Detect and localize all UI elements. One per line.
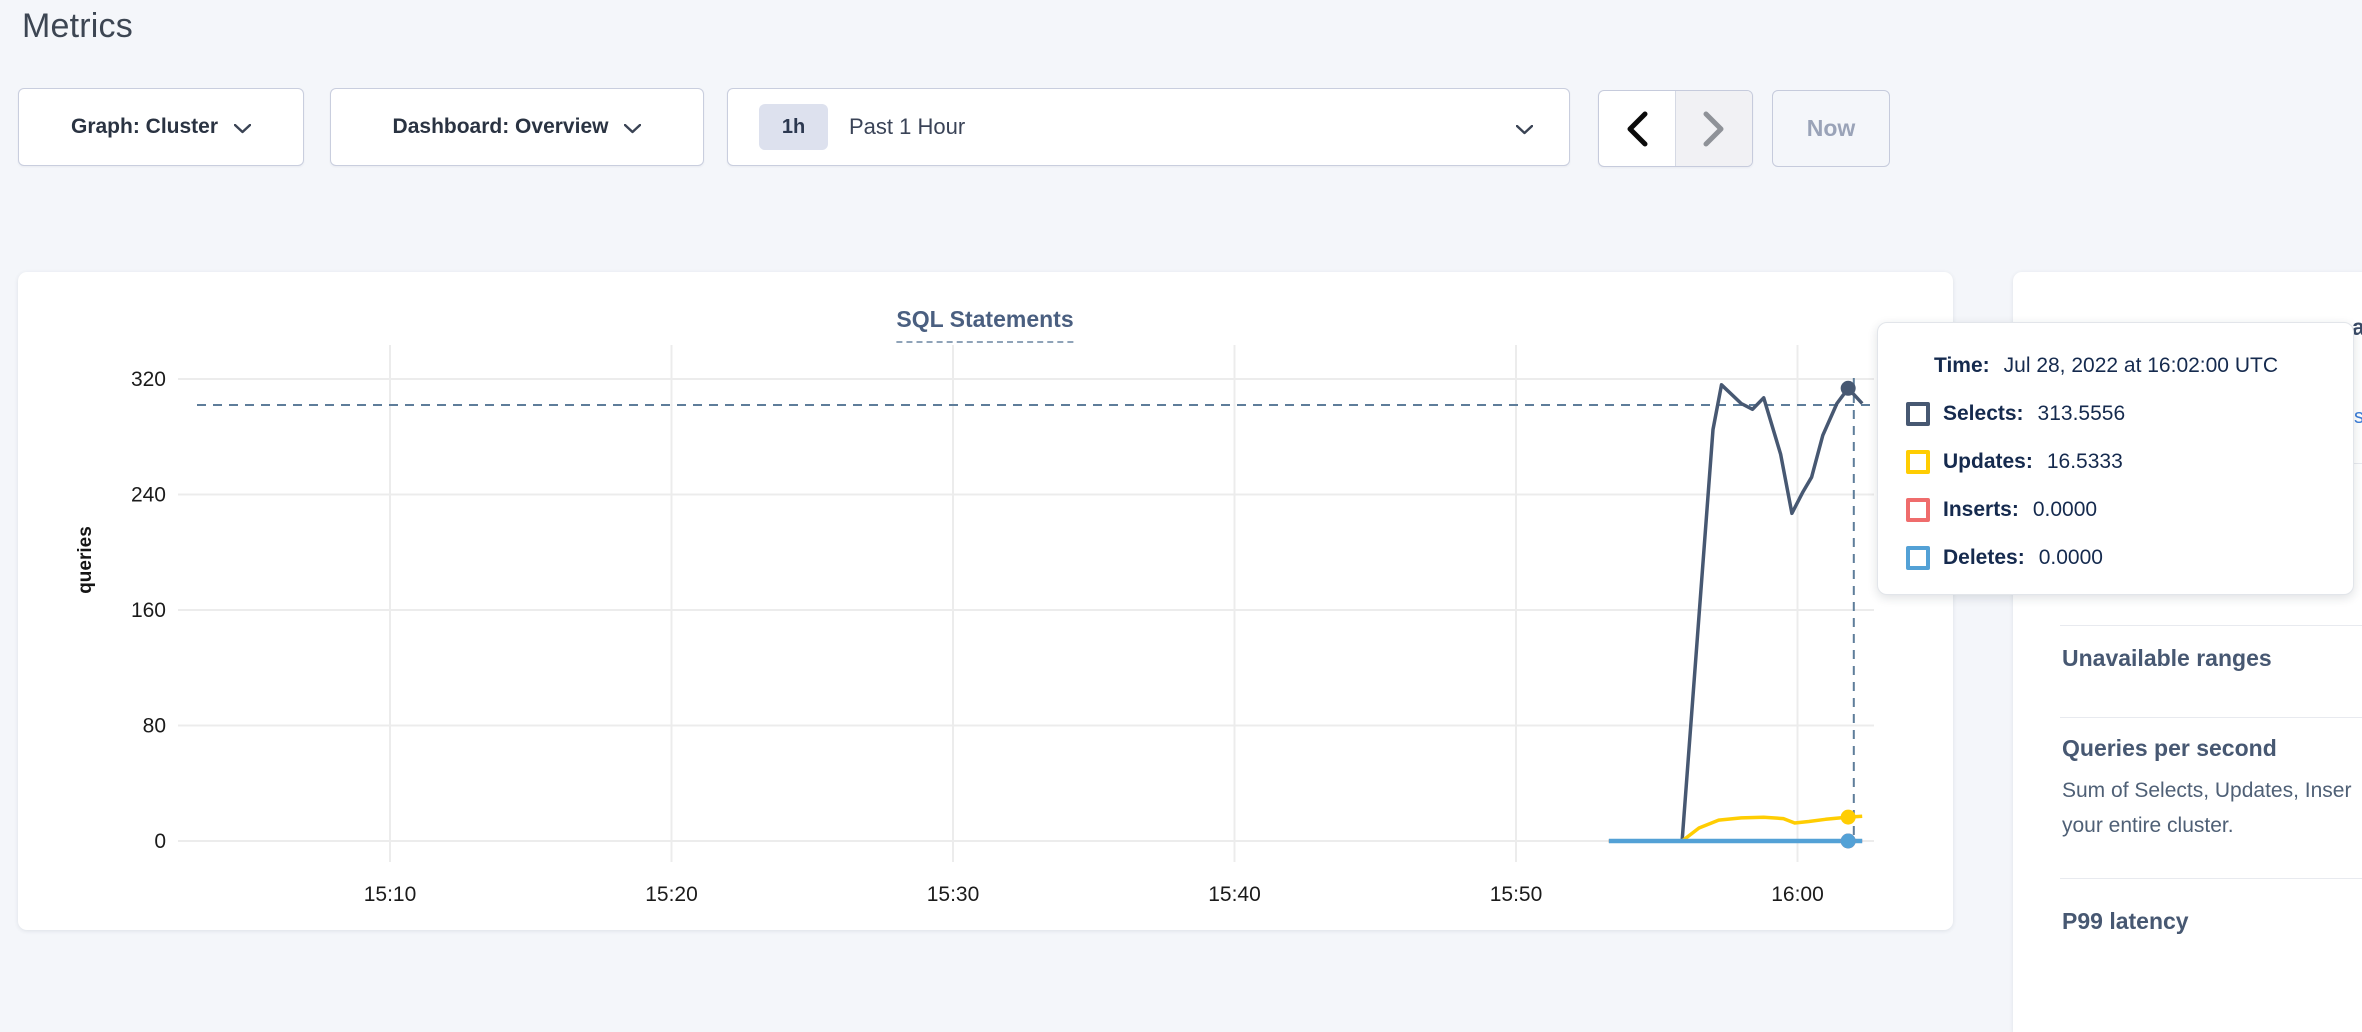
inserts-legend-icon <box>1906 498 1930 522</box>
tooltip-series-name: Inserts: <box>1943 498 2019 521</box>
divider <box>2060 625 2362 626</box>
tooltip-series-value: 16.5333 <box>2046 450 2123 473</box>
divider <box>2353 463 2362 464</box>
tooltip-row-deletes: Deletes: 0.0000 <box>1906 545 2103 571</box>
tooltip-time-label: Time: <box>1934 354 1990 377</box>
tooltip-series-name: Deletes: <box>1943 546 2025 569</box>
sidebar-heading-unavailable-ranges: Unavailable ranges <box>2062 645 2272 671</box>
chevron-down-icon <box>234 123 252 133</box>
tooltip-series-value: 0.0000 <box>2032 498 2098 521</box>
divider <box>2060 878 2362 879</box>
chevron-left-icon <box>1627 111 1648 146</box>
time-range-badge: 1h <box>759 104 828 150</box>
updates-legend-icon <box>1906 450 1930 474</box>
tooltip-series-name: Updates: <box>1943 450 2033 473</box>
tooltip-time-row: Time: Jul 28, 2022 at 16:02:00 UTC <box>1934 353 2278 379</box>
sidebar-clipped-link[interactable]: s <box>2354 406 2362 428</box>
tooltip-row-inserts: Inserts: 0.0000 <box>1906 497 2097 523</box>
chart-tooltip: Time: Jul 28, 2022 at 16:02:00 UTC Selec… <box>1877 322 2354 595</box>
tooltip-series-name: Selects: <box>1943 402 2024 425</box>
chart-title-wrap: SQL Statements <box>896 306 1074 343</box>
graph-dropdown[interactable]: Graph: Cluster <box>18 88 304 166</box>
tooltip-time-value: Jul 28, 2022 at 16:02:00 UTC <box>2003 354 2278 377</box>
now-button[interactable]: Now <box>1772 90 1890 167</box>
chevron-down-icon <box>624 123 642 133</box>
chevron-down-icon <box>1516 125 1533 135</box>
sql-statements-chart-card <box>18 272 1953 930</box>
dashboard-dropdown-label: Dashboard: Overview <box>392 115 609 138</box>
time-prev-button[interactable] <box>1599 91 1675 166</box>
tooltip-row-selects: Selects: 313.5556 <box>1906 401 2125 427</box>
tooltip-row-updates: Updates: 16.5333 <box>1906 449 2123 475</box>
graph-dropdown-label: Graph: Cluster <box>70 115 219 138</box>
sidebar-qps-description-line1: Sum of Selects, Updates, Inser <box>2062 779 2352 802</box>
deletes-legend-icon <box>1906 546 1930 570</box>
dashboard-dropdown[interactable]: Dashboard: Overview <box>330 88 704 166</box>
chart-title[interactable]: SQL Statements <box>896 306 1074 343</box>
time-range-dropdown[interactable]: 1h Past 1 Hour <box>727 88 1570 166</box>
time-nav-arrows <box>1598 90 1753 167</box>
y-axis-label: queries <box>75 526 96 594</box>
sidebar-clipped-text: a <box>2352 314 2362 340</box>
chevron-right-icon <box>1703 111 1724 146</box>
time-next-button[interactable] <box>1675 91 1752 166</box>
time-range-label: Past 1 Hour <box>849 114 966 139</box>
tooltip-series-value: 0.0000 <box>2038 546 2103 569</box>
sidebar-heading-p99-latency: P99 latency <box>2062 908 2189 934</box>
tooltip-series-value: 313.5556 <box>2037 402 2126 425</box>
page-title: Metrics <box>22 7 133 45</box>
selects-legend-icon <box>1906 402 1930 426</box>
sidebar-heading-queries-per-second: Queries per second <box>2062 735 2277 761</box>
sidebar-qps-description-line2: your entire cluster. <box>2062 814 2234 837</box>
divider <box>2060 717 2362 718</box>
